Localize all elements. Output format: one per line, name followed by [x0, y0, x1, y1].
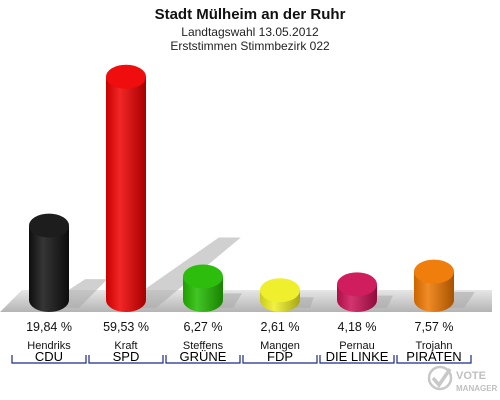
vote-manager-logo: VOTE MANAGER — [427, 365, 498, 393]
bar-fdp — [260, 278, 300, 312]
value-label-die-linke: 4,18 % — [338, 320, 377, 334]
candidate-label-gr-ne: Steffens — [183, 340, 224, 352]
chart-subtitle-election: Landtagswahl 13.05.2012 — [181, 25, 319, 39]
chart-subtitle-district: Erststimmen Stimmbezirk 022 — [170, 39, 330, 53]
bar-piraten — [414, 259, 454, 312]
value-label-spd: 59,53 % — [103, 320, 149, 334]
bar-top-cdu — [29, 213, 69, 238]
bar-shadow-spd — [118, 237, 241, 308]
bar-body-cdu — [29, 225, 69, 300]
bar-base-gr-ne — [183, 288, 223, 312]
candidate-label-spd: Kraft — [114, 340, 137, 352]
party-bracket-cdu — [11, 355, 87, 364]
party-label-cdu: CDU — [35, 349, 63, 364]
candidate-label-cdu: Hendriks — [27, 340, 71, 352]
value-label-cdu: 19,84 % — [26, 320, 72, 334]
bars — [29, 64, 454, 312]
party-bracket-gr-ne — [165, 355, 241, 364]
party-label-die-linke: DIE LINKE — [326, 349, 389, 364]
party-bracket-piraten — [396, 355, 472, 364]
checkmark-icon — [427, 365, 453, 391]
watermark-manager: MANAGER — [456, 384, 498, 393]
bar-cdu — [29, 213, 69, 312]
bar-top-spd — [106, 64, 146, 89]
party-bracket-spd — [88, 355, 164, 364]
bar-top-fdp — [260, 278, 300, 303]
bar-top-die-linke — [337, 272, 377, 297]
bar-base-cdu — [29, 288, 69, 312]
party-label-gr-ne: GRÜNE — [180, 349, 227, 364]
party-bracket-die-linke — [319, 355, 395, 364]
party-label-spd: SPD — [113, 349, 140, 364]
party-bracket-fdp — [242, 355, 318, 364]
candidate-label-piraten: Trojahn — [416, 340, 453, 352]
bar-body-spd — [106, 76, 146, 300]
bar-top-piraten — [414, 259, 454, 284]
bar-spd — [106, 64, 146, 312]
bar-top-gr-ne — [183, 264, 223, 289]
candidate-label-fdp: Mangen — [260, 340, 300, 352]
party-label-fdp: FDP — [267, 349, 293, 364]
value-label-fdp: 2,61 % — [261, 320, 300, 334]
chart-title: Stadt Mülheim an der Ruhr — [155, 6, 346, 23]
candidate-label-die-linke: Pernau — [339, 340, 374, 352]
value-label-piraten: 7,57 % — [415, 320, 454, 334]
bar-base-piraten — [414, 288, 454, 312]
bar-gr-ne — [183, 264, 223, 312]
watermark-vote: VOTE — [456, 370, 486, 382]
party-label-piraten: PIRATEN — [406, 349, 461, 364]
bar-die-linke — [337, 272, 377, 312]
bar-base-spd — [106, 288, 146, 312]
value-label-gr-ne: 6,27 % — [184, 320, 223, 334]
